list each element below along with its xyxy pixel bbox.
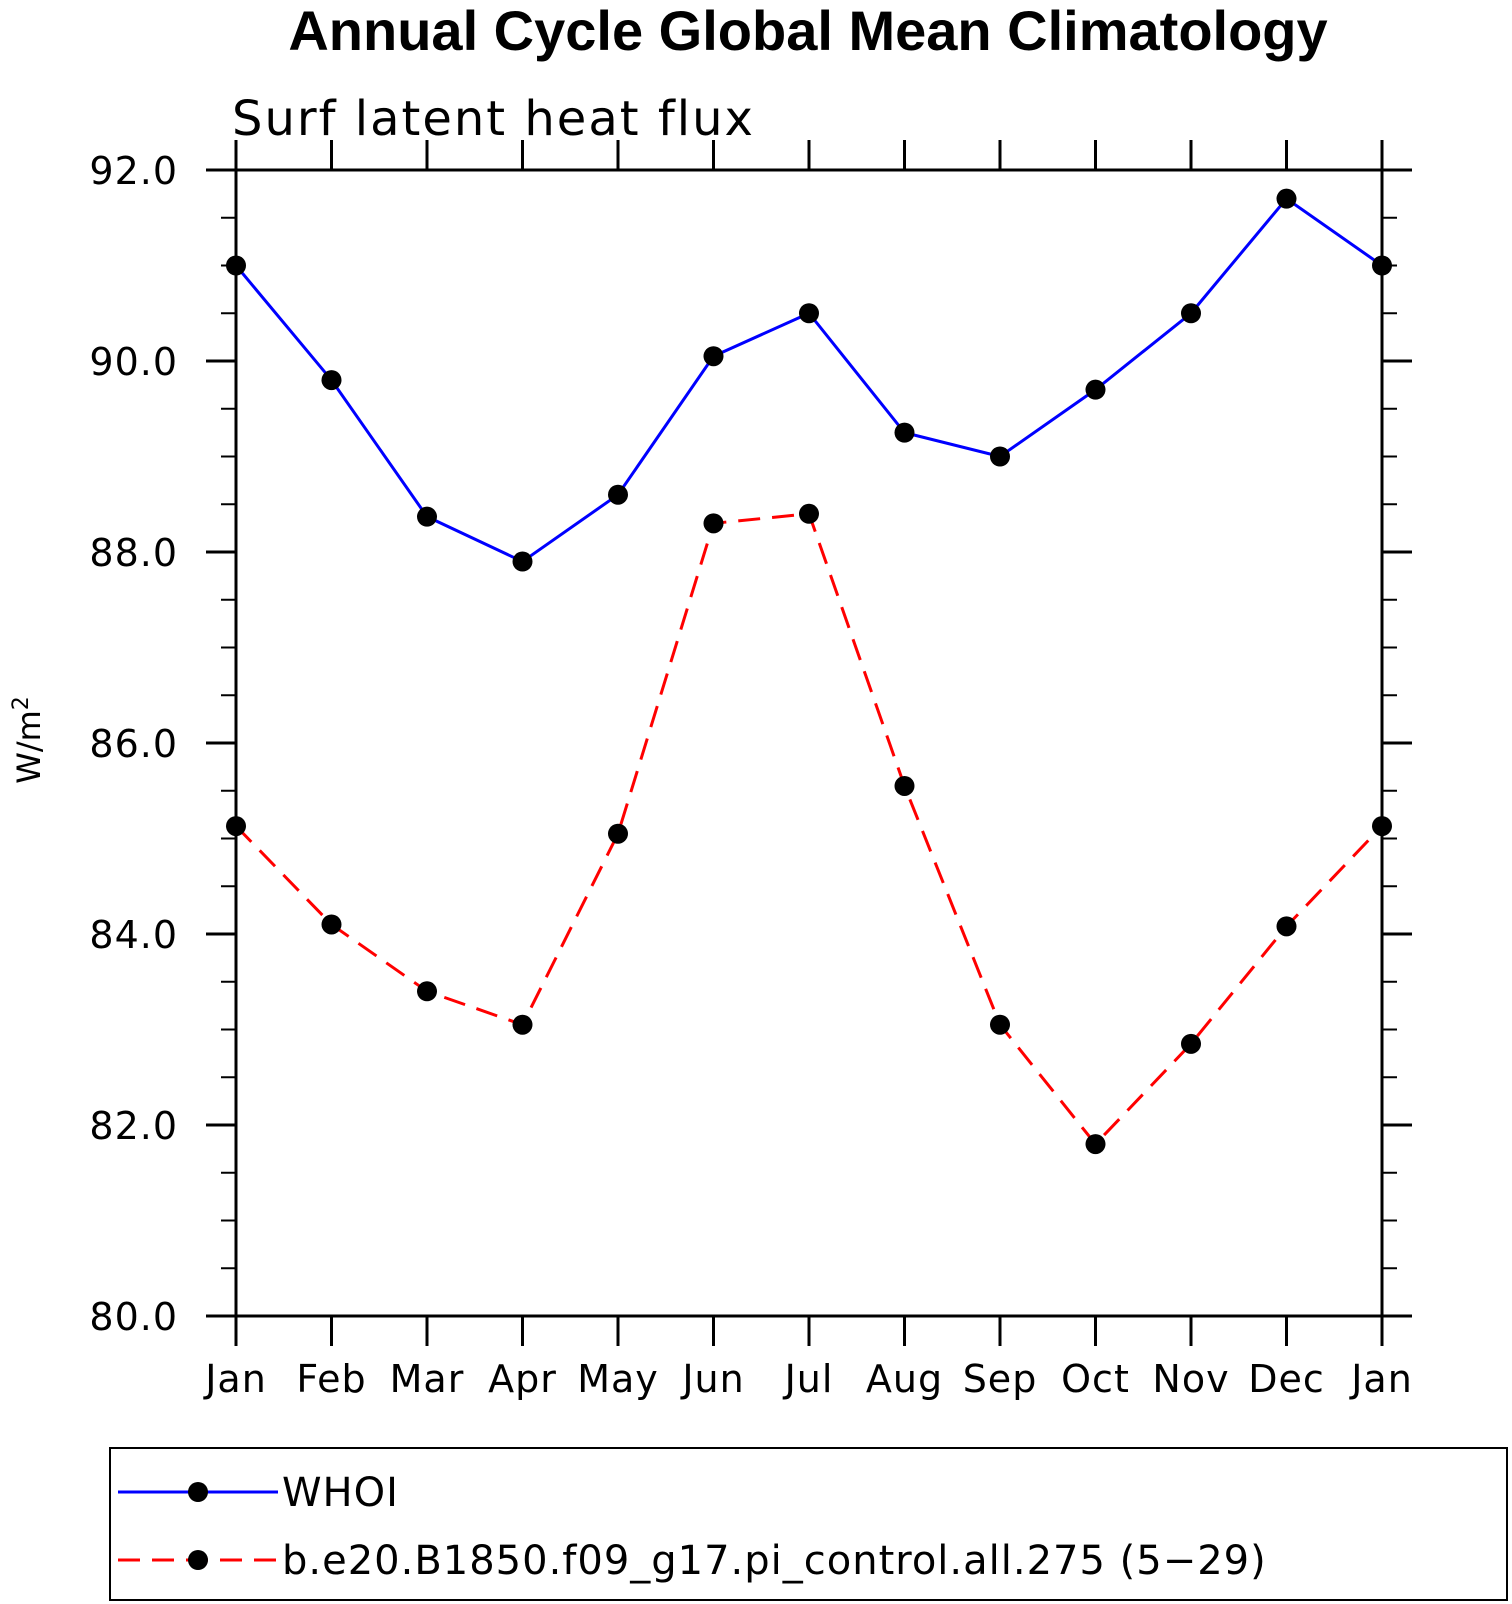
x-tick-label: Sep bbox=[963, 1357, 1038, 1401]
series-1-point bbox=[1181, 1033, 1201, 1054]
legend-label-whoi: WHOI bbox=[282, 1470, 399, 1516]
plot-frame bbox=[234, 168, 1384, 1318]
series-1-point bbox=[321, 914, 342, 935]
series-1-point bbox=[799, 503, 819, 524]
x-tick-label: Nov bbox=[1152, 1357, 1229, 1401]
series-1-point bbox=[1276, 916, 1297, 937]
y-tick-label: 80.0 bbox=[89, 1295, 178, 1339]
y-tick-label: 82.0 bbox=[89, 1104, 178, 1148]
series-0-point bbox=[512, 551, 533, 572]
x-tick-label: Feb bbox=[296, 1357, 366, 1401]
y-tick-label: 92.0 bbox=[89, 149, 178, 193]
svg-text:W/m2: W/m2 bbox=[9, 696, 48, 784]
series-0-point bbox=[226, 255, 246, 276]
series-0-point bbox=[321, 370, 342, 391]
y-tick-label: 86.0 bbox=[89, 722, 178, 766]
series-0-point bbox=[608, 484, 628, 505]
legend-box bbox=[109, 1447, 1508, 1601]
axis-tick-labels: Jan Feb Mar Apr May Jun Jul Aug Sep Oct Nov Dec Jan 8… bbox=[89, 149, 1413, 1401]
y-tick-label: 90.0 bbox=[89, 340, 178, 384]
series-markers bbox=[226, 188, 1392, 1155]
x-tick-label: May bbox=[577, 1357, 659, 1401]
series-0-point bbox=[1372, 255, 1392, 276]
y-axis-label-text: W/m bbox=[10, 710, 48, 784]
chart-title: Annual Cycle Global Mean Climatology bbox=[288, 0, 1327, 62]
series-1-point bbox=[608, 823, 628, 844]
series-lines bbox=[234, 196, 1384, 1147]
chart-subtitle: Surf latent heat flux bbox=[232, 91, 755, 147]
series-1-point bbox=[894, 775, 915, 796]
x-tick-label: Jan bbox=[1349, 1357, 1413, 1401]
series-0-point bbox=[1085, 379, 1106, 400]
plot-border bbox=[234, 168, 1384, 1318]
y-tick-label: 88.0 bbox=[89, 531, 178, 575]
series-1-point bbox=[512, 1014, 533, 1035]
series-0-point bbox=[894, 422, 915, 443]
x-tick-label: Mar bbox=[390, 1357, 465, 1401]
series-1-point bbox=[417, 981, 437, 1002]
series-1-point bbox=[990, 1014, 1010, 1035]
series-0-point bbox=[703, 346, 724, 367]
x-tick-label: Oct bbox=[1061, 1357, 1130, 1401]
series-0-point bbox=[417, 506, 437, 527]
y-tick-label: 84.0 bbox=[89, 913, 178, 957]
y-axis-label: W/m2 bbox=[9, 696, 48, 784]
series-line-1 bbox=[234, 512, 1384, 1147]
axis-ticks bbox=[206, 140, 1412, 1346]
series-0-point bbox=[1276, 188, 1297, 209]
series-0-point bbox=[799, 303, 819, 324]
x-tick-label: Aug bbox=[866, 1357, 943, 1401]
series-1-point bbox=[226, 816, 246, 837]
series-1-point bbox=[1372, 816, 1392, 837]
series-0-point bbox=[1181, 303, 1201, 324]
legend-marker-whoi bbox=[188, 1482, 208, 1502]
legend-marker-model bbox=[188, 1550, 208, 1570]
x-tick-label: Jul bbox=[783, 1357, 834, 1401]
series-0-point bbox=[990, 446, 1010, 467]
x-tick-label: Apr bbox=[488, 1357, 557, 1401]
x-tick-label: Jan bbox=[203, 1357, 267, 1401]
legend: WHOI b.e20.B1850.f09_g17.pi_control.all.… bbox=[109, 1447, 1508, 1601]
y-axis-label-superscript: 2 bbox=[9, 696, 34, 710]
series-1-point bbox=[1085, 1134, 1106, 1155]
legend-label-model: b.e20.B1850.f09_g17.pi_control.all.275 (… bbox=[282, 1538, 1267, 1584]
x-tick-label: Dec bbox=[1248, 1357, 1325, 1401]
series-1-point bbox=[703, 513, 724, 534]
x-tick-label: Jun bbox=[680, 1357, 744, 1401]
